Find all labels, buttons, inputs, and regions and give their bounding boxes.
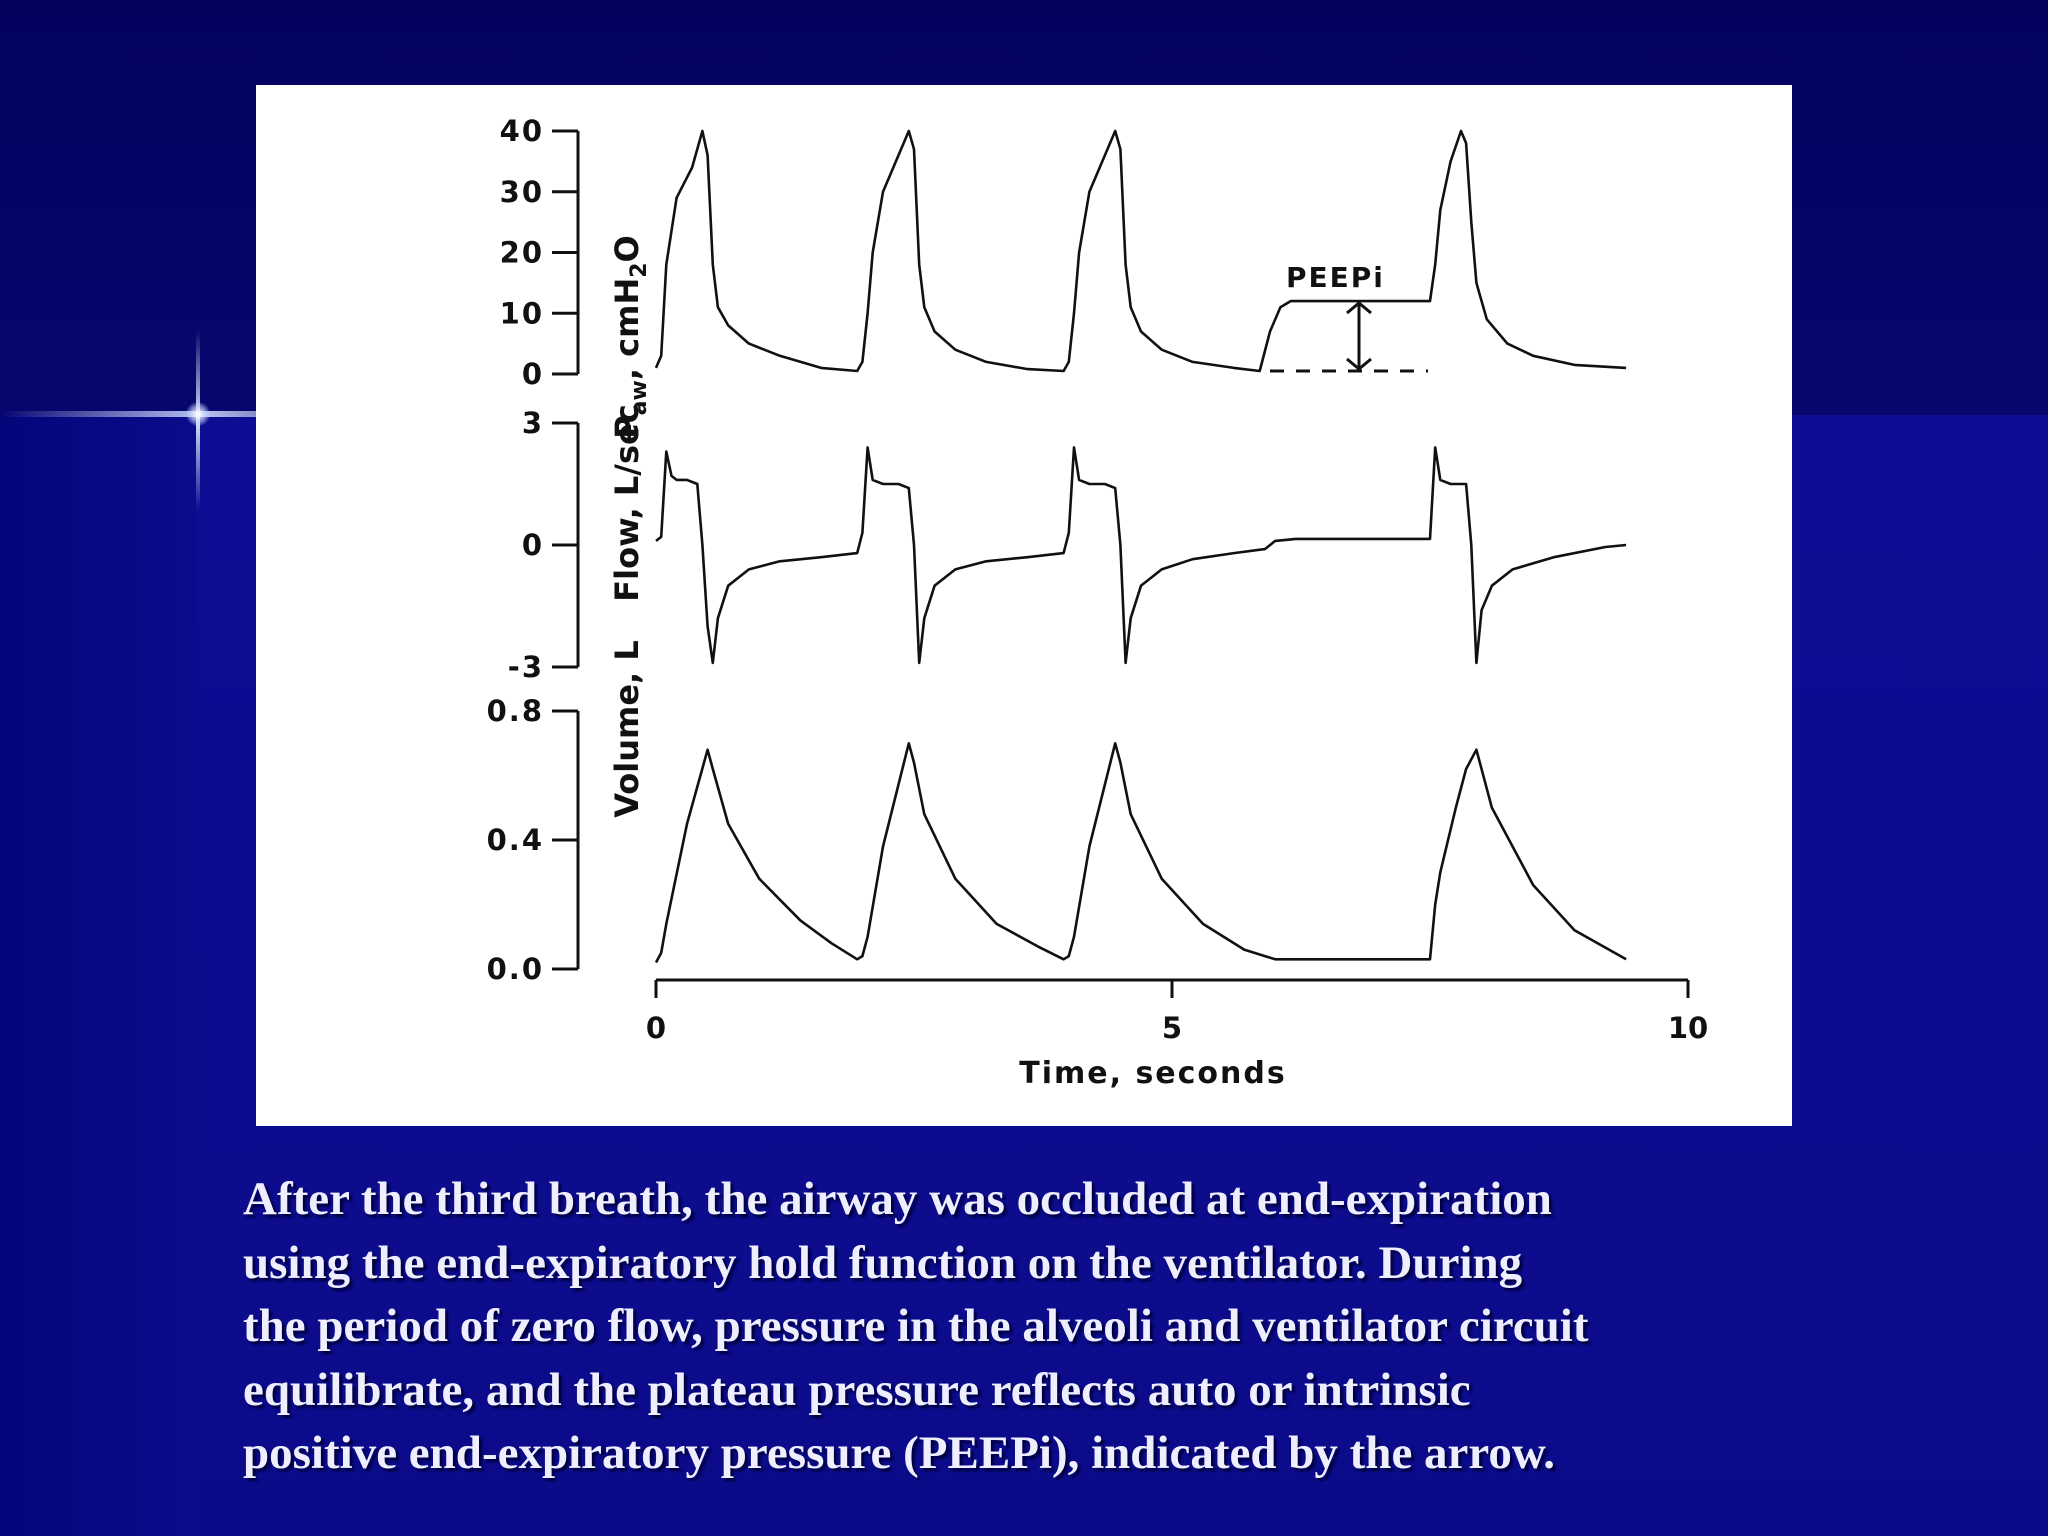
- figure-panel: Paw, cmH2O PEEPi 40 30 20 10 0 Flow, L/sec 3…: [256, 85, 1792, 1126]
- sparkle-decoration: [0, 411, 290, 417]
- peepi-label: PEEPi: [1286, 261, 1385, 294]
- flow-panel: Flow, L/sec 3 0 -3: [508, 404, 1627, 684]
- series-line: [654, 129, 1627, 373]
- y-tick-label: 0.8: [487, 694, 544, 728]
- slide-caption: After the third breath, the airway was o…: [243, 1168, 1943, 1486]
- y-tick-label: 0.0: [487, 952, 544, 986]
- y-tick-label: 0: [522, 528, 544, 562]
- series-line: [654, 741, 1627, 964]
- y-tick-label: 10: [500, 296, 544, 330]
- y-tick-label: 0.4: [487, 823, 544, 857]
- pressure-panel: Paw, cmH2O PEEPi 40 30 20 10 0: [500, 114, 1627, 439]
- caption-line: equilibrate, and the plateau pressure re…: [243, 1363, 1471, 1416]
- x-tick-label: 10: [1668, 1011, 1708, 1045]
- x-axis-label: Time, seconds: [1019, 1056, 1286, 1091]
- caption-line: using the end-expiratory hold function o…: [243, 1236, 1523, 1289]
- volume-ylabel: Volume, L: [608, 640, 646, 817]
- y-tick-label: 20: [500, 236, 544, 270]
- x-tick-label: 5: [1162, 1011, 1182, 1045]
- series-line: [655, 446, 1627, 665]
- y-tick-label: 40: [500, 114, 544, 148]
- pressure-ylabel: Paw, cmH2O: [608, 235, 652, 439]
- y-tick-label: 0: [522, 357, 544, 391]
- x-tick-label: 0: [646, 1011, 666, 1045]
- y-tick-label: -3: [508, 650, 544, 684]
- x-axis: Time, seconds 0 5 10: [646, 978, 1708, 1091]
- caption-line: positive end-expiratory pressure (PEEPi)…: [243, 1427, 1556, 1479]
- caption-line: the period of zero flow, pressure in the…: [243, 1300, 1589, 1352]
- flow-ylabel: Flow, L/sec: [608, 404, 646, 601]
- background-left-band: [0, 415, 196, 1536]
- sparkle-star-icon: [186, 402, 210, 426]
- y-tick-label: 30: [500, 175, 544, 209]
- peepi-arrow: [1346, 301, 1372, 371]
- volume-panel: Volume, L 0.8 0.4 0.0: [487, 640, 1627, 986]
- caption-line: After the third breath, the airway was o…: [243, 1173, 1552, 1225]
- y-tick-label: 3: [522, 406, 544, 440]
